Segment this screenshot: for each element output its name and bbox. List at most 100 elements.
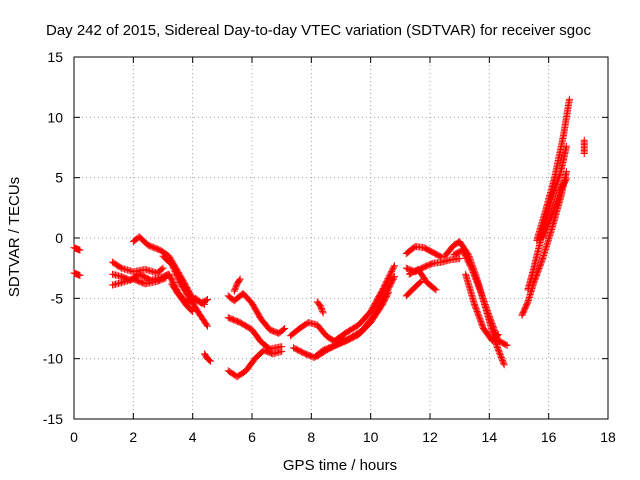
data-point [483,305,491,313]
data-point [494,331,502,339]
data-point [279,325,287,333]
data-point [478,320,486,328]
data-point [76,246,84,254]
data-point [480,298,488,306]
x-tick-labels: 0 2 4 6 8 10 12 14 16 18 [70,429,616,445]
data-point [542,225,550,233]
x-tick-label: 16 [541,429,557,445]
data-point [388,267,396,275]
data-point [538,257,546,265]
data-point [281,325,289,332]
data-point [389,265,397,273]
data-point [482,302,490,310]
data-point [493,342,501,350]
data-point [485,312,493,320]
data-point [580,150,588,158]
data-point [161,274,169,282]
data-point [437,253,445,261]
data-point [416,278,424,286]
data-point [158,265,166,273]
data-point [540,231,548,239]
data-point [488,321,496,329]
data-point [317,304,325,312]
data-point [431,285,439,293]
data-point [468,266,476,274]
data-point [495,348,503,356]
data-point [481,301,489,309]
data-point [438,253,446,261]
data-point [469,268,477,276]
data-point [474,281,482,289]
data-point [472,305,480,313]
data-point [278,347,286,355]
data-point [546,215,554,223]
data-point [384,275,392,283]
x-tick-label: 2 [129,429,137,445]
data-point [475,312,483,320]
data-points [70,95,588,381]
data-point [494,345,502,353]
data-point [390,263,398,271]
data-point [472,303,480,311]
data-point [479,293,487,301]
data-point [546,217,554,225]
data-point [487,317,495,325]
data-point [487,318,495,326]
data-point [542,227,550,235]
data-point [231,286,239,294]
tick-marks [73,56,609,420]
data-point [204,296,211,304]
data-point [379,286,387,294]
data-point [493,332,501,340]
data-point [481,299,489,307]
data-point [489,322,497,330]
data-point [206,357,214,365]
y-tick-label: 0 [55,230,63,246]
data-point [381,280,389,288]
data-point [480,296,488,304]
y-tick-label: 5 [55,170,63,186]
data-point [379,284,387,292]
data-point [473,307,481,315]
x-tick-label: 0 [70,429,78,445]
data-point [562,175,570,183]
data-point [381,282,389,290]
data-point [492,341,500,349]
data-point [477,290,485,298]
data-point [488,320,496,328]
data-point [232,283,240,291]
x-tick-label: 10 [363,429,379,445]
data-point [202,296,210,304]
data-point [496,349,504,357]
data-point [562,176,570,184]
data-point [500,359,508,367]
data-point [473,306,481,314]
data-point [476,286,484,294]
data-point [562,142,570,150]
data-point [390,274,398,282]
y-tick-label: -15 [43,411,63,427]
data-point [479,295,487,303]
data-point [477,319,485,327]
data-point [475,283,483,291]
data-point [319,307,327,315]
data-point [471,302,479,310]
data-point [471,274,479,282]
x-tick-label: 12 [422,429,438,445]
data-point [231,284,239,292]
data-point [543,222,551,230]
data-point [476,315,484,323]
data-point [538,256,546,264]
data-point [545,218,553,226]
data-point [471,273,479,281]
data-point [468,264,476,272]
data-point [473,278,481,286]
data-point [541,228,549,236]
data-point [503,341,511,349]
data-point [383,277,391,285]
data-point [319,309,327,317]
data-point [188,307,196,315]
data-point [235,276,243,284]
data-point [537,259,545,267]
